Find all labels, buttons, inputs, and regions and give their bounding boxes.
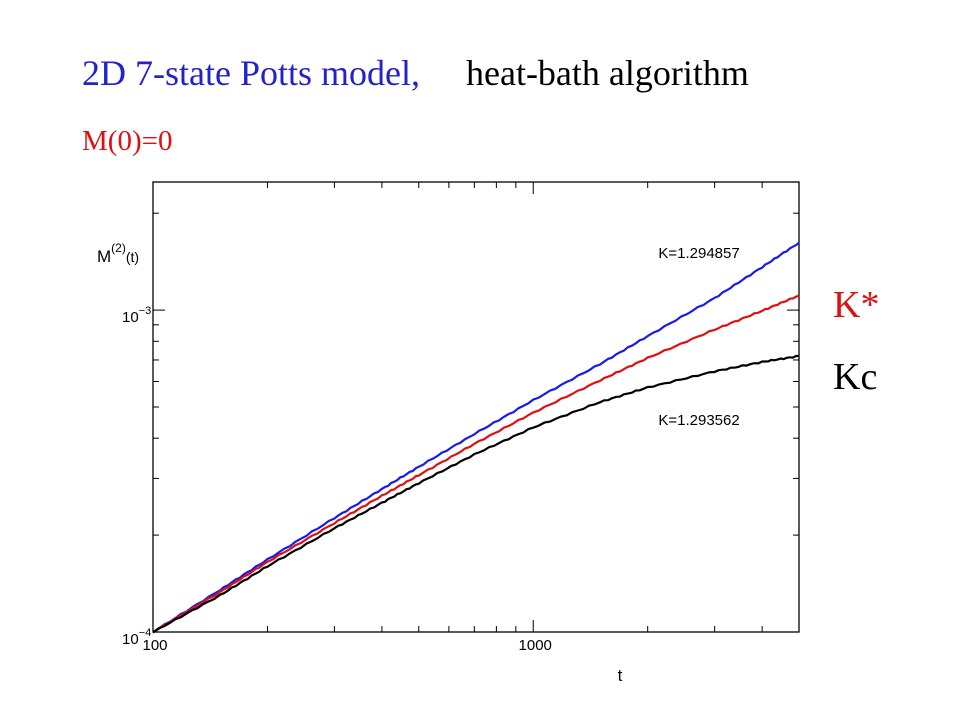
- y-tick-mantissa: 10: [122, 309, 139, 326]
- series-line-2: [152, 294, 800, 634]
- y-tick-labels: 10−410−3: [122, 305, 151, 648]
- y-tick-label: 10−4: [122, 627, 151, 648]
- initial-condition-label: M(0)=0: [82, 125, 173, 157]
- title-algorithm: heat-bath algorithm: [465, 53, 749, 93]
- x-tick-labels: 100 1000: [142, 637, 551, 654]
- axis-ticks: [152, 182, 800, 633]
- y-tick-exponent: −3: [139, 305, 152, 317]
- y-axis-label-main: M: [97, 247, 111, 266]
- slide-title: 2D 7-state Potts model, heat-bath algorit…: [82, 52, 749, 94]
- y-tick-mantissa: 10: [122, 631, 139, 648]
- y-tick-exponent: −4: [139, 627, 152, 639]
- x-tick-label: 1000: [519, 637, 552, 654]
- y-axis-label-sup: (2): [111, 241, 126, 255]
- series-line-1: [152, 241, 800, 633]
- title-model: 2D 7-state Potts model,: [82, 53, 420, 93]
- y-axis-label: M(2)(t): [97, 241, 139, 266]
- k-c-label: Kc: [833, 356, 878, 398]
- series-annotation: K=1.293562: [658, 412, 739, 429]
- x-tick-label: 100: [142, 637, 167, 654]
- series-layer: [152, 241, 800, 634]
- x-axis-label: t: [618, 666, 623, 685]
- k-star-label: K*: [833, 284, 880, 326]
- series-annotations: K=1.294857 K=1.293562: [658, 245, 739, 429]
- y-tick-label: 10−3: [122, 305, 151, 326]
- series-line-3: [152, 354, 799, 634]
- y-axis-label-arg: (t): [126, 249, 139, 265]
- series-annotation: K=1.294857: [658, 245, 739, 262]
